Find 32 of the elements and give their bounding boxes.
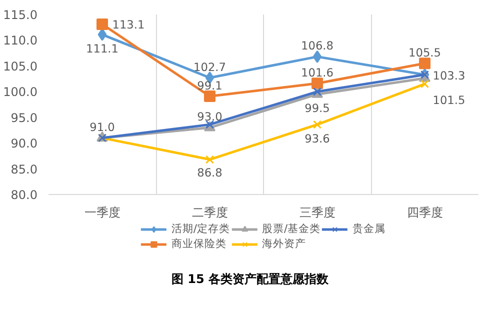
legend-label: 海外资产 [262, 237, 306, 251]
data-label: 93.0 [197, 110, 222, 124]
y-tick-label: 100.0 [3, 85, 38, 100]
x-tick-label: 二季度 [192, 206, 228, 220]
y-tick-label: 115.0 [3, 8, 38, 22]
y-tick-label: 95.0 [10, 110, 38, 125]
legend-label: 贵金属 [352, 222, 386, 236]
legend-label: 股票/基金类 [262, 222, 321, 236]
data-label: 99.1 [197, 78, 222, 92]
x-tick-label: 一季度 [84, 206, 120, 220]
data-label: 101.5 [432, 92, 466, 107]
x-tick-label: 四季度 [406, 206, 443, 220]
data-label: 113.1 [112, 17, 145, 32]
x-tick-label: 三季度 [299, 206, 336, 220]
data-label: 101.6 [301, 65, 334, 80]
data-label: 106.8 [301, 38, 334, 53]
y-tick-label: 85.0 [10, 162, 38, 176]
y-tick-label: 90.0 [10, 136, 38, 151]
legend-label: 活期/定存类 [171, 222, 230, 236]
y-tick-label: 80.0 [10, 188, 38, 202]
legend-label: 商业保险类 [171, 237, 226, 251]
data-label: 93.6 [304, 132, 330, 146]
y-tick-label: 105.0 [3, 59, 38, 74]
y-tick-label: 110.0 [3, 34, 38, 48]
data-label: 102.7 [194, 60, 226, 74]
text: 图 15 各类资产配置意愿指数 [171, 271, 329, 288]
data-label: 103.3 [432, 68, 466, 83]
data-label: 99.5 [304, 101, 330, 116]
data-label: 91.0 [90, 120, 115, 134]
data-label: 86.8 [197, 166, 222, 180]
data-label: 105.5 [408, 45, 441, 60]
data-label: 111.1 [86, 42, 118, 56]
